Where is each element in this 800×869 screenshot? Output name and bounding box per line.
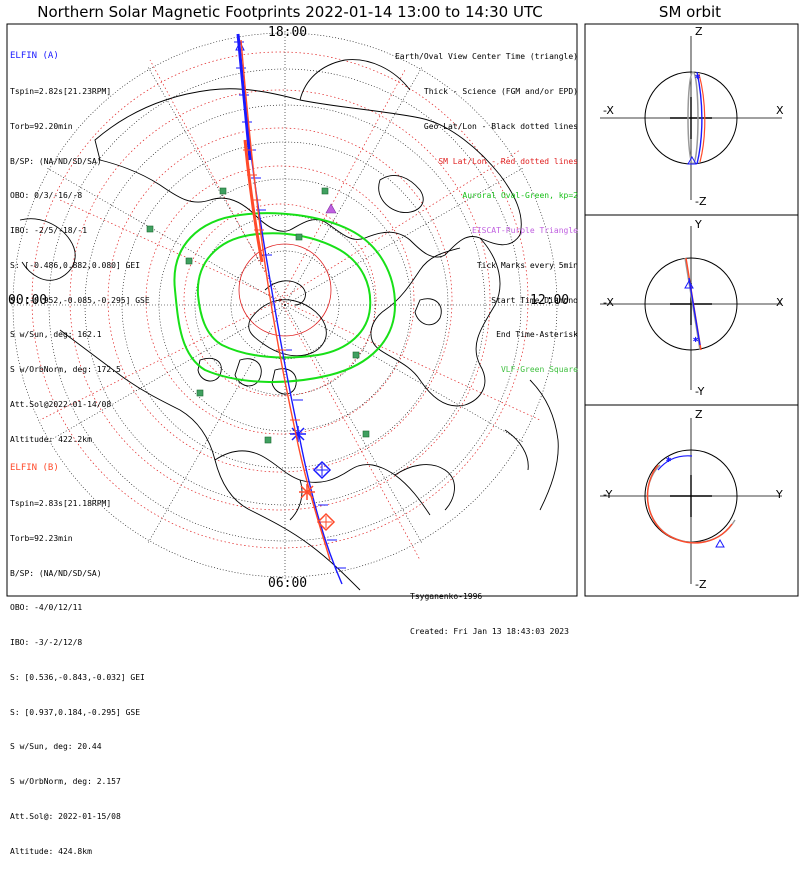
sm-lon-lines [39, 59, 541, 561]
orbit-panel-xy: ✱ [600, 226, 782, 390]
elfin-b-end-asterisk [299, 484, 315, 500]
svg-text:✱: ✱ [695, 72, 701, 82]
legend-item: Thick - Science (FGM and/or EPD) [423, 86, 578, 96]
elfin-a-line: S: [-0.486,0.882,0.080] GEI [10, 260, 141, 270]
svg-text:✱: ✱ [693, 335, 699, 345]
legend-item: Start Time-Diamond [491, 295, 578, 305]
model-label: Tsyganenko-1996 [410, 592, 483, 602]
elfin-a-line: Tspin=2.82s[21.23RPM] [10, 86, 112, 96]
elfin-b-line: S: [0.536,-0.843,-0.032] GEI [10, 672, 145, 682]
created-label: Created: Fri Jan 13 18:43:03 2023 [410, 626, 569, 636]
figure-canvas: ✱ ✱ ✱ [6, 23, 799, 597]
orbit-title: SM orbit [658, 3, 722, 21]
time-label-bottom: 06:00 [268, 576, 308, 591]
elfin-a-line: IBO: -2/5/-18/-1 [10, 226, 88, 236]
elfin-b-line: Tspin=2.83s[21.18RPM] [10, 498, 112, 508]
orbit-axis-label: -X [603, 296, 614, 309]
elfin-a-line: B/SP: (NA/ND/SD/SA) [10, 156, 102, 166]
sm-lat-circles [31, 51, 529, 549]
elfin-a-header: ELFIN (A) [10, 51, 59, 62]
elfin-a-line: Att.Sol@2022-01-14/08 [10, 400, 112, 409]
coastlines [19, 59, 559, 591]
orbit-axis-label: -Y [695, 385, 705, 398]
orbit-axis-label: Z [695, 408, 703, 421]
orbit-axis-label: -Y [603, 488, 613, 501]
orbit-panel-xz: ✱ [600, 36, 782, 200]
elfin-a-track [234, 33, 346, 585]
legend-item: VLF-Green Square [500, 365, 578, 375]
elfin-b-line: OBO: -4/0/12/11 [10, 603, 83, 613]
orbit-panel-yz: ✱ [600, 418, 782, 584]
svg-text:✱: ✱ [666, 455, 672, 465]
elfin-b-line: S w/OrbNorm, deg: 2.157 [10, 777, 121, 787]
legend-item: Earth/Oval View Center Time (triangle) [394, 52, 578, 62]
elfin-b-line: Torb=92.23min [10, 533, 73, 543]
elfin-b-start-diamond [316, 512, 336, 532]
elfin-b-line: Att.Sol@: 2022-01-15/08 [10, 812, 121, 821]
plot-title: Northern Solar Magnetic Footprints 2022-… [37, 3, 543, 21]
time-label-top: 18:00 [268, 25, 308, 40]
eiscat-triangle [325, 203, 337, 214]
elfin-b-line: B/SP: (NA/ND/SD/SA) [10, 568, 102, 578]
orbit-axis-label: -Z [695, 195, 707, 208]
elfin-a-end-asterisk [290, 426, 306, 442]
legend: Earth/Oval View Center Time (triangle) T… [395, 28, 578, 387]
polar-map [10, 30, 560, 591]
legend-item: Tick Marks every 5min [476, 260, 578, 270]
orbit-axis-label: -Z [695, 578, 707, 591]
orbit-axis-label: X [776, 104, 784, 117]
elfin-b-line: IBO: -3/-2/12/8 [10, 638, 83, 648]
map-frame [6, 23, 578, 597]
auroral-oval [173, 212, 397, 383]
orbit-axis-label: Y [776, 488, 783, 501]
orbit-axis-label: -X [603, 104, 614, 117]
legend-item: EISCAT-Purple Triangle [472, 226, 578, 236]
orbit-frame [584, 23, 799, 597]
elfin-a-line: S: [-0.952,-0.085,-0.295] GSE [10, 295, 150, 305]
elfin-a-line: S w/OrbNorm, deg: 172.5 [10, 365, 121, 375]
geo-lon-lines [10, 30, 560, 580]
elfin-b-line: S: [0.937,0.184,-0.295] GSE [10, 707, 141, 717]
elfin-a-line: S w/Sun, deg: 162.1 [10, 330, 102, 340]
legend-item: SM Lat/Lon - Red dotted lines [438, 156, 578, 166]
orbit-axis-label: X [776, 296, 784, 309]
elfin-a-line: OBO: 0/3/-16/-8 [10, 191, 83, 201]
orbit-axis-label: Z [695, 25, 703, 38]
elfin-b-line: S w/Sun, deg: 20.44 [10, 742, 102, 752]
footer: Tsyganenko-1996 Created: Fri Jan 13 18:4… [410, 568, 569, 649]
elfin-a-line: Torb=92.20min [10, 121, 73, 131]
legend-item: Auroral Oval-Green, kp=2 [462, 191, 578, 201]
elfin-a-line: Altitude: 422.2km [10, 434, 92, 444]
elfin-b-info: ELFIN (B) Tspin=2.83s[21.18RPM] Torb=92.… [10, 440, 145, 869]
legend-item: End Time-Asterisk [496, 330, 578, 340]
elfin-b-track [240, 39, 336, 561]
orbit-axis-label: Y [695, 218, 702, 231]
elfin-a-info: ELFIN (A) Tspin=2.82s[21.23RPM] Torb=92.… [10, 28, 150, 457]
elfin-a-start-diamond [312, 460, 332, 480]
time-label-left: 00:00 [8, 293, 48, 308]
legend-item: Geo Lat/Lon - Black dotted lines [423, 121, 578, 131]
vlf-stations [146, 187, 370, 444]
elfin-b-header: ELFIN (B) [10, 463, 59, 474]
elfin-b-line: Altitude: 424.8km [10, 846, 92, 856]
sm-pole-circle [238, 243, 332, 337]
time-label-right: 12:00 [530, 293, 570, 308]
